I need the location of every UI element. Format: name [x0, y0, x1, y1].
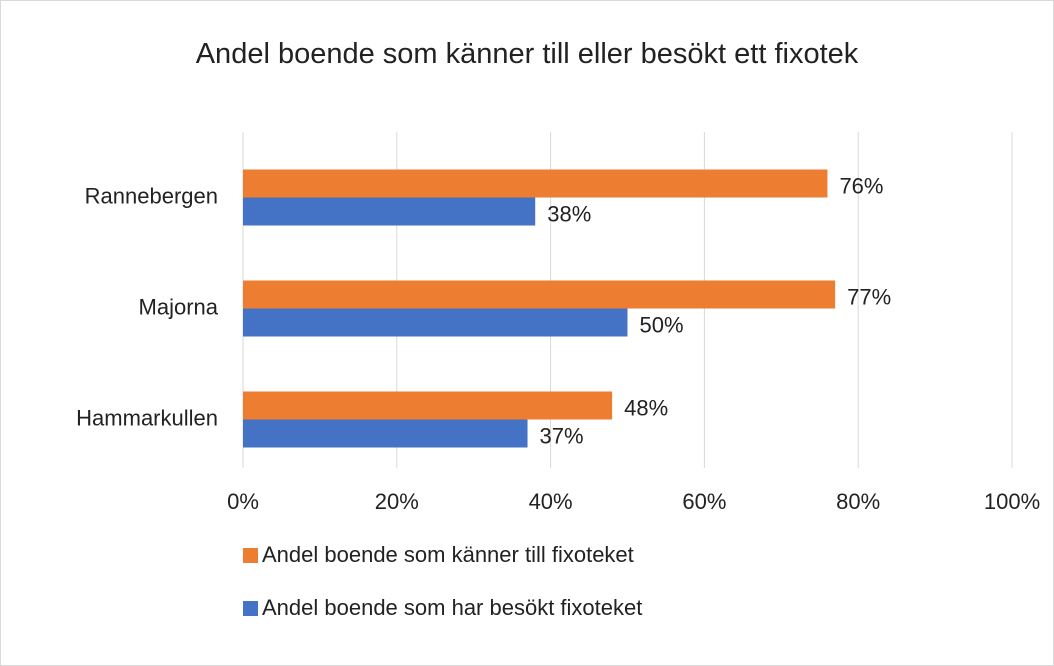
data-label: 77% [847, 284, 891, 309]
x-tick-label: 100% [984, 489, 1040, 514]
legend-label: Andel boende som har besökt fixoteket [262, 595, 642, 620]
y-tick-label: Hammarkullen [76, 405, 218, 430]
bar [243, 391, 613, 420]
data-label: 37% [540, 423, 584, 448]
bar [243, 197, 536, 226]
x-tick-label: 60% [682, 489, 726, 514]
bar [243, 308, 628, 337]
y-tick-label: Rannebergen [85, 183, 218, 208]
data-label: 38% [547, 201, 591, 226]
bar [243, 169, 828, 198]
y-tick-label: Majorna [139, 294, 219, 319]
x-tick-label: 40% [529, 489, 573, 514]
x-tick-label: 0% [227, 489, 259, 514]
bar [243, 419, 528, 448]
x-tick-label: 80% [836, 489, 880, 514]
legend-swatch [243, 548, 258, 563]
data-label: 48% [624, 395, 668, 420]
legend-swatch [243, 601, 258, 616]
bar [243, 280, 836, 309]
chart-title: Andel boende som känner till eller besök… [195, 38, 859, 70]
legend-label: Andel boende som känner till fixoteket [262, 542, 634, 567]
x-tick-label: 20% [375, 489, 419, 514]
data-label: 76% [839, 173, 883, 198]
data-label: 50% [640, 312, 684, 337]
